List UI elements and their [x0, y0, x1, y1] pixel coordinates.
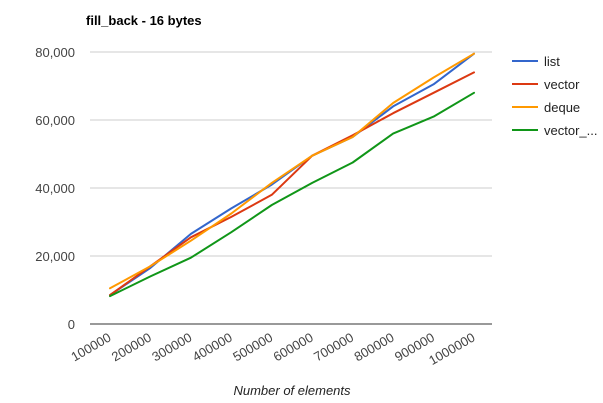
legend-label: deque — [544, 100, 580, 115]
y-tick-label: 80,000 — [35, 45, 75, 60]
legend-label: list — [544, 54, 560, 69]
legend-label: vector_... — [544, 123, 597, 138]
series-line-deque — [109, 52, 475, 290]
series-line-vector — [109, 71, 475, 297]
x-axis-ticks: 1000002000003000004000005000006000007000… — [68, 330, 477, 368]
legend-label: vector — [544, 77, 580, 92]
series-lines — [109, 52, 475, 298]
chart-title: fill_back - 16 bytes — [86, 13, 202, 28]
y-tick-label: 20,000 — [35, 249, 75, 264]
x-tick-label: 1000000 — [426, 330, 477, 368]
legend: list vector deque vector_... — [512, 54, 597, 138]
x-tick-label: 100000 — [68, 330, 113, 365]
series-line-vector — [109, 91, 475, 298]
y-tick-label: 40,000 — [35, 181, 75, 196]
x-tick-label: 500000 — [230, 330, 275, 365]
y-axis-ticks: 0 20,000 40,000 60,000 80,000 — [35, 45, 75, 332]
x-tick-label: 200000 — [109, 330, 154, 365]
y-tick-label: 60,000 — [35, 113, 75, 128]
x-axis-label: Number of elements — [233, 383, 351, 398]
x-tick-label: 300000 — [149, 330, 194, 365]
x-tick-label: 700000 — [311, 330, 356, 365]
y-tick-label: 0 — [68, 317, 75, 332]
x-tick-label: 600000 — [271, 330, 316, 365]
x-tick-label: 800000 — [352, 330, 397, 365]
x-tick-label: 400000 — [190, 330, 235, 365]
